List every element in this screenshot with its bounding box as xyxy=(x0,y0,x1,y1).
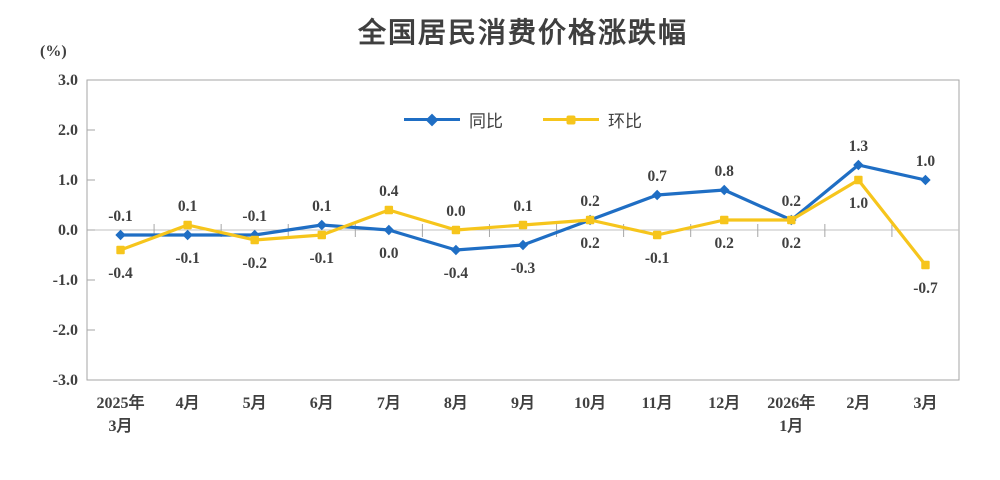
x-axis-label: 6月 xyxy=(310,394,334,412)
mom-data-point-marker xyxy=(451,225,461,235)
yoy-data-point-marker xyxy=(316,219,327,231)
x-axis-label: 2025年 xyxy=(97,393,145,412)
mom-data-point-marker xyxy=(183,220,192,230)
mom-data-label: 0.2 xyxy=(715,235,735,252)
mom-data-point-marker xyxy=(250,235,259,245)
mom-square-marker-icon xyxy=(566,115,576,124)
y-axis-tick-label: -1.0 xyxy=(53,272,78,289)
mom-data-label: -0.1 xyxy=(645,250,670,267)
x-axis-label: 3月 xyxy=(913,394,937,412)
x-axis-label: 9月 xyxy=(511,394,535,412)
mom-data-point-marker xyxy=(116,245,125,255)
x-axis-label: 8月 xyxy=(444,394,468,412)
mom-legend-line-icon xyxy=(543,115,599,124)
legend-label-mom: 环比 xyxy=(608,112,642,131)
yoy-legend-line-icon xyxy=(404,113,460,126)
yoy-data-label: 0.0 xyxy=(379,245,399,262)
mom-data-point-marker xyxy=(317,230,326,240)
x-axis-label: 7月 xyxy=(377,394,401,412)
mom-data-point-marker xyxy=(585,215,595,225)
yoy-data-point-marker xyxy=(115,229,126,241)
x-axis-label: 3月 xyxy=(109,417,133,435)
yoy-data-label: 0.1 xyxy=(312,198,331,215)
yoy-data-label: 0.2 xyxy=(580,193,600,210)
yoy-data-point-marker xyxy=(383,224,395,236)
mom-data-label: -0.2 xyxy=(242,255,267,272)
mom-data-label: 0.2 xyxy=(782,235,802,252)
mom-data-label: 0.2 xyxy=(580,235,600,252)
yoy-data-label: 0.7 xyxy=(647,168,667,185)
yoy-data-point-marker xyxy=(517,239,529,251)
mom-data-point-marker xyxy=(854,175,863,185)
x-axis-label: 10月 xyxy=(574,394,606,412)
x-axis-label: 5月 xyxy=(243,394,267,412)
yoy-data-label: 1.3 xyxy=(849,138,869,155)
yoy-data-label: 0.8 xyxy=(715,163,735,180)
yoy-data-point-marker xyxy=(920,174,931,186)
mom-data-point-marker xyxy=(652,230,662,240)
yoy-data-point-marker xyxy=(719,184,730,196)
yoy-data-point-marker xyxy=(182,229,193,241)
yoy-data-label: -0.3 xyxy=(511,260,536,277)
mom-data-label: 0.1 xyxy=(178,198,197,215)
yoy-data-label: 0.2 xyxy=(782,193,802,210)
mom-data-point-marker xyxy=(518,220,528,230)
x-axis-label: 4月 xyxy=(176,394,200,412)
mom-data-label: -0.4 xyxy=(108,265,133,282)
x-axis-label: 1月 xyxy=(779,417,803,435)
mom-data-label: 0.1 xyxy=(513,198,532,215)
y-axis-tick-label: 2.0 xyxy=(58,122,78,139)
yoy-data-point-marker xyxy=(853,159,864,171)
chart-legend: 同比 环比 xyxy=(87,107,959,132)
y-axis-unit-label: (%) xyxy=(40,43,67,60)
yoy-data-label: -0.1 xyxy=(108,208,133,225)
mom-data-label: 0.0 xyxy=(446,203,466,220)
mom-data-label: 0.4 xyxy=(379,183,399,200)
mom-data-point-marker xyxy=(384,205,394,215)
mom-data-point-marker xyxy=(787,215,796,225)
yoy-data-label: -0.4 xyxy=(444,265,469,282)
mom-data-label: -0.7 xyxy=(913,280,938,297)
mom-data-label: 1.0 xyxy=(849,195,869,212)
y-axis-tick-label: -2.0 xyxy=(53,322,78,339)
y-axis-tick-label: 0.0 xyxy=(58,222,78,239)
legend-label-yoy: 同比 xyxy=(469,112,503,131)
x-axis-label: 12月 xyxy=(708,394,740,412)
yoy-data-label: 1.0 xyxy=(916,153,936,170)
chart-title: 全国居民消费价格涨跌幅 xyxy=(357,17,688,48)
mom-data-point-marker xyxy=(921,260,930,270)
yoy-data-point-marker xyxy=(450,244,462,256)
yoy-data-label: -0.1 xyxy=(175,250,200,267)
y-axis-tick-label: -3.0 xyxy=(53,372,78,389)
x-axis-label: 2026年 xyxy=(767,393,815,412)
yoy-data-label: -0.1 xyxy=(242,208,267,225)
mom-data-label: -0.1 xyxy=(309,250,334,267)
y-axis-tick-label: 1.0 xyxy=(58,172,78,189)
legend-item-mom: 环比 xyxy=(543,107,642,132)
mom-data-point-marker xyxy=(720,215,729,225)
x-axis-label: 11月 xyxy=(642,394,673,412)
x-axis-label: 2月 xyxy=(846,394,870,412)
y-axis-tick-label: 3.0 xyxy=(58,72,78,89)
yoy-data-point-marker xyxy=(651,189,663,201)
legend-item-yoy: 同比 xyxy=(404,107,503,132)
